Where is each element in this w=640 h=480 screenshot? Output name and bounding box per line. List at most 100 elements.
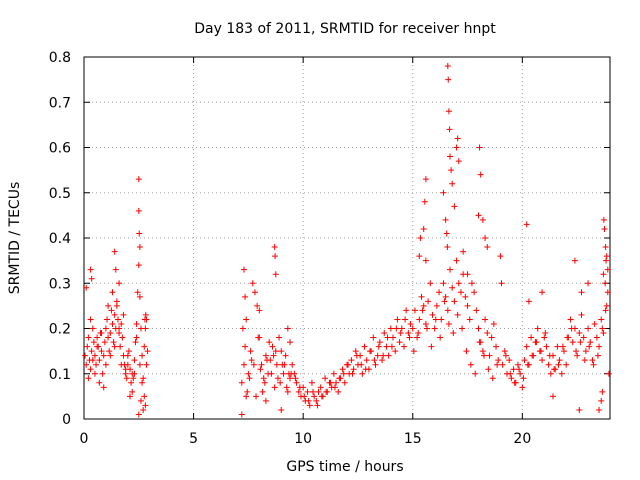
data-point — [525, 298, 532, 305]
data-point — [475, 212, 482, 219]
data-point — [111, 343, 118, 350]
data-point — [131, 357, 138, 364]
data-point — [604, 289, 611, 296]
data-point — [428, 343, 435, 350]
data-point — [345, 361, 352, 368]
data-point — [441, 298, 448, 305]
data-point — [445, 76, 452, 83]
data-point — [287, 375, 294, 382]
data-point — [467, 361, 474, 368]
data-point — [362, 366, 369, 373]
data-point — [114, 316, 121, 323]
data-point — [256, 307, 263, 314]
data-point — [451, 203, 458, 210]
data-point — [550, 393, 557, 400]
data-point — [517, 370, 524, 377]
data-point — [574, 352, 581, 359]
data-point — [254, 302, 261, 309]
x-tick-label: 5 — [189, 431, 198, 447]
data-point — [577, 339, 584, 346]
data-point — [262, 352, 269, 359]
data-point — [123, 375, 130, 382]
data-point — [118, 320, 125, 327]
data-point — [589, 357, 596, 364]
data-point — [427, 280, 434, 287]
y-tick-label: 0.6 — [49, 141, 71, 157]
data-point — [454, 311, 461, 318]
data-point — [264, 357, 271, 364]
x-tick-label: 20 — [513, 431, 531, 447]
data-point — [273, 361, 280, 368]
y-tick-label: 0.5 — [49, 186, 71, 202]
data-point — [142, 325, 149, 332]
data-point — [141, 343, 148, 350]
data-point — [415, 330, 422, 337]
data-point — [271, 384, 278, 391]
data-point — [600, 271, 607, 278]
data-point — [272, 271, 279, 278]
data-point — [88, 275, 95, 282]
data-point — [87, 316, 94, 323]
data-point — [240, 361, 247, 368]
data-point — [534, 325, 541, 332]
data-point — [318, 393, 325, 400]
data-point — [83, 361, 90, 368]
data-point — [422, 257, 429, 264]
data-point — [380, 352, 387, 359]
data-point — [333, 379, 340, 386]
data-point — [94, 343, 101, 350]
data-point — [127, 393, 134, 400]
data-point — [542, 330, 549, 337]
y-tick-label: 0.8 — [49, 50, 71, 66]
data-point — [580, 334, 587, 341]
data-point — [449, 284, 456, 291]
data-point — [269, 343, 276, 350]
data-point — [497, 253, 504, 260]
data-point — [432, 316, 439, 323]
data-point — [242, 343, 249, 350]
data-point — [87, 266, 94, 273]
data-point — [448, 167, 455, 174]
data-point — [287, 339, 294, 346]
data-point — [482, 235, 489, 241]
data-point — [291, 370, 298, 377]
data-point — [502, 352, 509, 359]
data-point — [99, 370, 106, 377]
data-point — [463, 348, 470, 355]
data-point — [484, 244, 491, 251]
data-point — [494, 361, 501, 368]
data-point — [510, 366, 517, 373]
data-point — [270, 352, 277, 359]
data-point — [392, 348, 399, 355]
data-point — [140, 406, 147, 413]
data-point — [554, 343, 561, 350]
data-point — [447, 266, 454, 273]
data-point — [295, 388, 302, 395]
data-point — [276, 334, 283, 341]
data-point — [600, 216, 607, 223]
data-point — [352, 348, 359, 355]
data-point — [88, 348, 95, 355]
data-point — [243, 393, 250, 400]
data-point — [384, 334, 391, 341]
data-point — [398, 325, 405, 332]
data-point — [599, 325, 606, 332]
data-point — [271, 244, 278, 251]
data-point — [140, 375, 147, 382]
data-point — [405, 330, 412, 337]
data-point — [571, 257, 578, 264]
data-point — [437, 334, 444, 341]
data-point — [305, 397, 312, 404]
data-point — [242, 293, 249, 300]
data-point — [605, 370, 612, 377]
data-point — [128, 379, 135, 386]
y-tick-label: 0.2 — [49, 322, 71, 338]
data-point — [268, 370, 275, 377]
data-point — [445, 108, 452, 115]
data-point — [255, 334, 262, 341]
data-point — [311, 393, 318, 400]
data-point — [277, 379, 284, 386]
data-point — [371, 357, 378, 364]
data-point — [436, 289, 443, 296]
x-tick-label: 0 — [80, 431, 89, 447]
